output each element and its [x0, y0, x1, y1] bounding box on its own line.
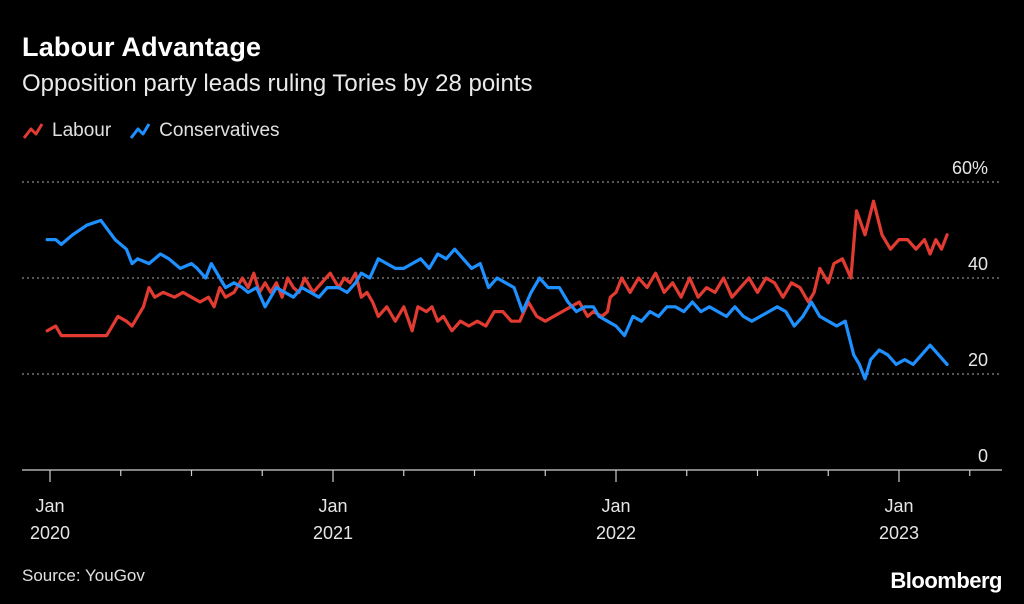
chart-title: Labour Advantage — [22, 32, 262, 62]
legend-label-conservatives: Conservatives — [159, 120, 280, 141]
brand-logo: Bloomberg — [890, 568, 1002, 593]
legend-labour-icon — [22, 123, 44, 139]
source-note: Source: YouGov — [22, 566, 145, 585]
legend-item-labour: Labour — [22, 120, 111, 142]
legend-conservatives-icon — [129, 123, 151, 139]
legend-item-conservatives: Conservatives — [129, 120, 280, 142]
x-tick-label-year: 2020 — [30, 523, 70, 543]
chart-subtitle: Opposition party leads ruling Tories by … — [22, 70, 533, 97]
x-tick-label-month: Jan — [601, 496, 630, 516]
series-line-conservatives — [45, 218, 949, 381]
series-line-labour — [45, 199, 949, 338]
x-tick-label-month: Jan — [884, 496, 913, 516]
x-tick-label-year: 2022 — [596, 523, 636, 543]
y-tick-label: 60% — [952, 158, 988, 178]
legend-label-labour: Labour — [52, 120, 112, 141]
x-tick-label-year: 2021 — [313, 523, 353, 543]
y-tick-label: 40 — [968, 254, 988, 274]
x-tick-label-month: Jan — [318, 496, 347, 516]
y-tick-label: 20 — [968, 350, 988, 370]
y-tick-label: 0 — [978, 446, 988, 466]
x-tick-label-year: 2023 — [879, 523, 919, 543]
legend: Labour Conservatives — [22, 120, 298, 142]
x-tick-label-month: Jan — [35, 496, 64, 516]
